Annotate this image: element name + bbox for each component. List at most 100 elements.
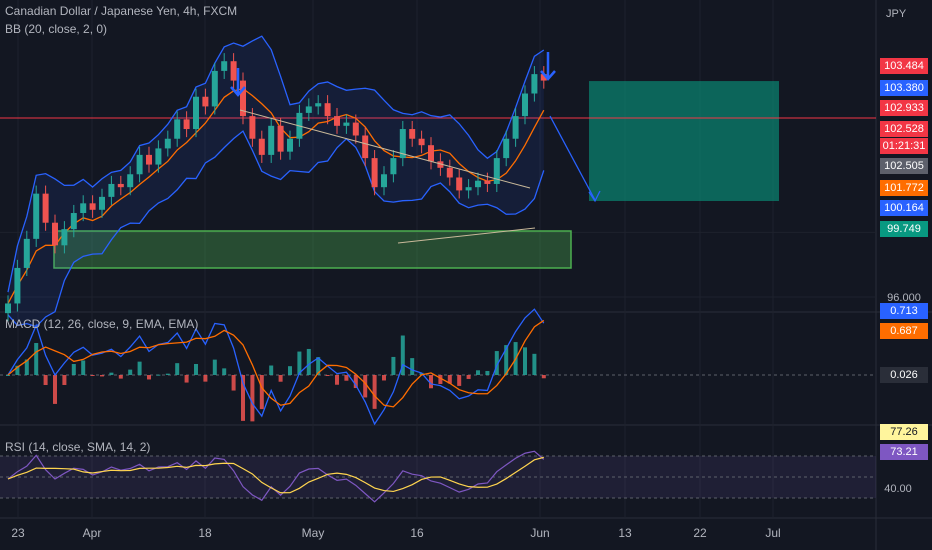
bb-legend: BB (20, close, 2, 0) xyxy=(5,22,108,36)
price-tag: 102.933 xyxy=(880,100,928,116)
macd-histogram-bar xyxy=(457,375,462,386)
projection-arrowhead xyxy=(588,190,601,203)
candle-body xyxy=(117,183,124,188)
support-trendline xyxy=(397,227,536,244)
macd-histogram-bar xyxy=(53,375,57,404)
candle-body xyxy=(240,80,246,117)
candle-body xyxy=(277,125,284,152)
bb-fill xyxy=(8,36,544,327)
macd-histogram-bar xyxy=(241,375,245,421)
macd-histogram-bar xyxy=(316,357,321,375)
macd-histogram-bar xyxy=(391,356,396,375)
macd-histogram-bar xyxy=(353,375,358,389)
candle-body xyxy=(164,138,171,149)
macd-legend: MACD (12, 26, close, 9, EMA, EMA) xyxy=(5,317,199,331)
candle-body xyxy=(268,125,275,155)
macd-histogram-bar xyxy=(344,375,349,381)
down-arrow-icon xyxy=(540,70,556,81)
candle-body xyxy=(465,187,472,191)
candle-body xyxy=(211,70,218,107)
rsi-ma-line xyxy=(7,456,544,494)
candle-body xyxy=(381,174,387,188)
candle-body xyxy=(362,135,369,159)
candle-body xyxy=(503,138,510,159)
candle-body xyxy=(42,193,49,223)
take-profit-zone xyxy=(589,81,779,201)
candle-body xyxy=(146,154,152,165)
macd-histogram-bar xyxy=(250,375,255,422)
macd-histogram-bar xyxy=(269,365,274,375)
macd-histogram-bar xyxy=(156,374,161,376)
x-tick-label: Jun xyxy=(530,526,549,540)
candle-body xyxy=(127,174,134,188)
candle-body xyxy=(33,193,40,239)
macd-histogram-bar xyxy=(222,368,227,375)
candle-body xyxy=(531,74,538,94)
macd-histogram-bar xyxy=(212,359,217,375)
candle-body xyxy=(193,96,199,130)
support-zone xyxy=(53,230,572,269)
macd-histogram-bar xyxy=(363,375,368,398)
price-tag: 103.380 xyxy=(880,80,928,96)
macd-histogram-bar xyxy=(175,363,180,375)
candle-body xyxy=(89,203,96,210)
x-tick-label: Jul xyxy=(765,526,780,540)
bb-lower-line xyxy=(7,130,545,328)
macd-histogram-bar xyxy=(288,366,292,375)
candle-body xyxy=(80,203,87,214)
macd-histogram-bar xyxy=(372,375,377,409)
candle-body xyxy=(484,180,491,184)
rsi-tag: 77.26 xyxy=(880,424,928,440)
price-tag: 99.749 xyxy=(880,221,928,237)
macd-histogram-bar xyxy=(278,375,283,382)
macd-histogram-bar xyxy=(81,360,86,375)
candle-body xyxy=(315,103,322,107)
bb-basis-line xyxy=(7,87,545,304)
macd-histogram-bar xyxy=(523,347,527,375)
bb-upper-line xyxy=(7,35,545,293)
projection-line xyxy=(549,115,596,201)
macd-histogram-bar xyxy=(15,365,20,375)
macd-histogram-bar xyxy=(203,375,208,382)
x-tick-label: 13 xyxy=(618,526,632,540)
candle-body xyxy=(512,116,519,139)
macd-histogram-bar xyxy=(137,361,142,375)
candle-body xyxy=(108,183,115,197)
candle-body xyxy=(334,116,340,126)
candle-body xyxy=(155,148,162,165)
macd-histogram-bar xyxy=(90,375,95,376)
candle-body xyxy=(409,129,416,139)
macd-histogram-bar xyxy=(335,375,339,385)
macd-histogram-bar xyxy=(24,359,29,375)
macd-histogram-bar xyxy=(184,375,189,383)
macd-histogram-bar xyxy=(466,375,471,379)
rsi-tick-label: 40.00 xyxy=(884,483,912,495)
y-tick-label: 96.000 xyxy=(887,292,921,304)
currency-label: JPY xyxy=(886,8,907,20)
price-tag: 102.528 xyxy=(880,121,928,137)
macd-histogram-bar xyxy=(438,375,443,384)
candle-body xyxy=(446,167,453,178)
macd-histogram-bar xyxy=(297,351,302,375)
price-tag: 100.164 xyxy=(880,200,928,216)
macd-signal-line xyxy=(7,319,545,408)
candle-body xyxy=(456,177,463,191)
macd-histogram-bar xyxy=(447,375,452,384)
macd-histogram-bar xyxy=(165,373,170,375)
candle-body xyxy=(221,61,228,71)
x-tick-label: 23 xyxy=(11,526,25,540)
candle-body xyxy=(540,74,547,81)
macd-histogram-bar xyxy=(410,358,415,375)
macd-histogram-bar xyxy=(325,375,330,376)
candle-body xyxy=(183,119,190,130)
macd-histogram-bar xyxy=(494,351,499,375)
macd-histogram-bar xyxy=(259,375,264,410)
candle-body xyxy=(52,222,58,246)
candle-body xyxy=(522,93,528,117)
candle-body xyxy=(5,303,11,314)
down-arrow-icon xyxy=(230,86,246,97)
macd-histogram-bar xyxy=(62,375,67,385)
candle-body xyxy=(493,158,500,184)
candle-body xyxy=(202,96,209,107)
